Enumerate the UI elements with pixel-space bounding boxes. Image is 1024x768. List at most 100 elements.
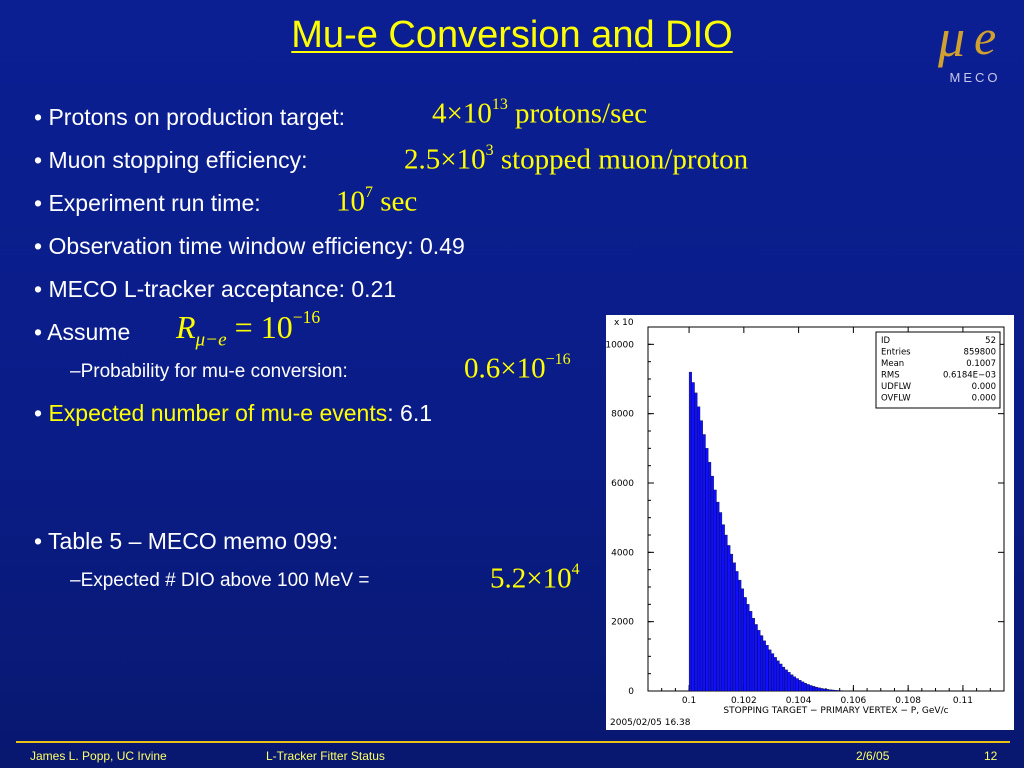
sub-bullet-dio-label: –Expected # DIO above 100 MeV = [70,570,370,591]
y-tick-label: 2000 [611,618,634,628]
histogram-bar [809,685,813,692]
y-tick-label: 8000 [611,410,634,420]
stats-value: 0.000 [972,394,996,404]
histogram-bar [702,434,706,692]
footer-rule [16,741,1010,743]
logo-caption: MECO [950,70,1001,85]
x-tick-label: 0.104 [786,696,812,706]
footer-page-number: 12 [984,749,998,763]
x-tick-label: 0.106 [841,696,867,706]
stats-key: Entries [881,348,911,358]
x-axis-label: STOPPING TARGET − PRIMARY VERTEX − P, Ge… [723,706,948,716]
histogram-bar [727,545,731,692]
histogram-bar [738,579,742,692]
histogram-bar [768,649,772,692]
y-multiplier: x 10 [614,318,634,328]
histogram-bar [713,489,717,692]
histogram-bar [697,406,701,692]
histogram-bar [743,597,747,692]
stats-key: RMS [881,371,900,381]
histogram-bar [779,663,783,692]
x-tick-label: 0.11 [953,696,973,706]
histogram-bar [814,686,818,692]
histogram-bar [771,653,775,692]
bullet-table: • Table 5 – MECO memo 099: [34,528,339,554]
histogram-bar [746,604,750,692]
histogram-bar [705,448,709,692]
histogram-bar [751,618,755,692]
assume-formula: Rμ−e = 10−16 [176,307,321,351]
histogram-bar [803,683,807,692]
histogram-bar [760,635,764,692]
histogram-bar [790,674,794,692]
y-tick-label: 0 [628,687,634,697]
histogram-bar [765,645,769,692]
stats-value: 0.1007 [966,359,996,369]
histogram-bar [749,611,753,692]
histogram-bar [795,678,799,692]
footer-date: 2/6/05 [856,749,890,763]
slide-title: Mu-e Conversion and DIO [291,14,733,56]
histogram-bar [801,681,805,692]
bullet-assume-label: • Assume [34,319,131,345]
stats-box: ID 52 Entries 859800 Mean 0.1007 RMS 0.6184E−03… [875,331,1001,409]
histogram-bar [792,676,797,692]
histogram-bar [691,382,695,692]
x-tick-label: 0.108 [895,696,921,706]
x-tick-label: 0.102 [731,696,757,706]
histogram-bar [699,420,703,692]
bullet-runtime-label: • Experiment run time: [34,190,261,216]
histogram-bar [716,501,720,692]
histogram-bar [710,475,714,692]
histogram-bar [732,562,736,692]
histogram-bar [828,689,832,692]
bullet-muon-label: • Muon stopping efficiency: [34,147,308,173]
histogram-bar [831,689,835,692]
bars-layer [688,371,854,692]
stats-value: 52 [985,336,996,346]
dio-formula: 5.2×104 [490,561,580,595]
footer-talk-title: L-Tracker Fitter Status [266,749,385,763]
histogram-bar [694,392,698,692]
stats-key: Mean [881,359,904,369]
histogram-bar [834,690,838,692]
y-tick-label: 6000 [611,479,634,489]
histogram-bar [782,666,786,692]
histogram-bar [812,686,816,692]
expected-value: : 6.1 [387,400,433,426]
meco-logo: μ e MECO [930,4,1020,86]
logo-mu: μ [937,8,965,68]
y-tick-label: 4000 [611,548,634,558]
stats-value: 0.6184E−03 [943,371,996,381]
y-tick-label: 10000 [606,340,634,350]
expected-label: Expected number of mu-e events [48,400,388,426]
x-tick-label: 0.1 [682,696,696,706]
bullet-window: • Observation time window efficiency: 0.… [34,233,465,259]
histogram-bar [825,689,829,692]
histogram-bar [757,630,761,692]
histogram-bar [798,680,802,692]
stats-key: OVFLW [881,394,911,404]
stats-value: 0.000 [972,382,996,392]
histogram-bar [820,688,824,692]
timestamp: 2005/02/05 16.38 [610,718,691,728]
histogram-bar [735,571,739,692]
histogram-bar [836,690,840,692]
histogram-bar [740,588,744,692]
histogram-bar [823,688,827,692]
histogram-bar [762,640,766,692]
histogram-bar [754,624,758,692]
histogram-bar [806,684,810,692]
muon-formula: 2.5×103 stopped muon/proton [404,142,749,176]
histogram-bar [776,660,780,692]
stats-value: 859800 [964,348,996,358]
protons-formula: 4×1013 protons/sec [432,96,648,130]
histogram-bar [784,669,788,692]
bullet-acceptance: • MECO L-tracker acceptance: 0.21 [34,276,397,302]
histogram-bar [721,524,725,692]
sub-bullet-probability-label: –Probability for mu-e conversion: [70,361,348,382]
histogram-bar [724,534,728,692]
footer-author: James L. Popp, UC Irvine [30,749,167,763]
bullet-protons-label: • Protons on production target: [34,104,346,130]
histogram-chart: x 10 0 2000 4000 6000 8000 10000 0.1 0.102 0.104… [606,318,1005,728]
